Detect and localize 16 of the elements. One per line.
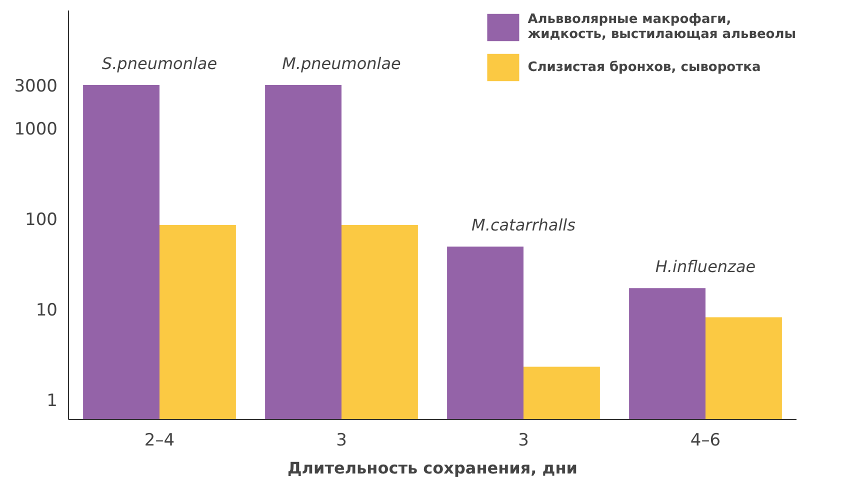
y-tick-label: 3000 [14, 76, 58, 97]
legend-label: Слизистая бронхов, сыворотка [528, 60, 761, 74]
x-tick-label: 3 [518, 430, 529, 450]
y-tick-label: 10 [36, 300, 58, 321]
annotation: M.catarrhalls [472, 216, 576, 235]
x-tick-label: 4–6 [690, 430, 721, 450]
x-tick-label: 2–4 [144, 430, 175, 450]
annotation: S.pneumonlae [102, 54, 218, 74]
annotation: H.influenzae [655, 257, 756, 276]
x-tick-label: 3 [336, 430, 347, 450]
legend-label: Альвволярные макрофаги, жидкость, выстилающая альвеолы [528, 12, 796, 42]
annotation: M.pneumonlae [282, 54, 402, 74]
y-tick-label: 100 [25, 210, 58, 230]
x-axis-title: Длительность сохранения, дни [288, 458, 578, 478]
y-tick-label: 1000 [14, 120, 58, 140]
y-tick-label: 1 [46, 390, 58, 411]
